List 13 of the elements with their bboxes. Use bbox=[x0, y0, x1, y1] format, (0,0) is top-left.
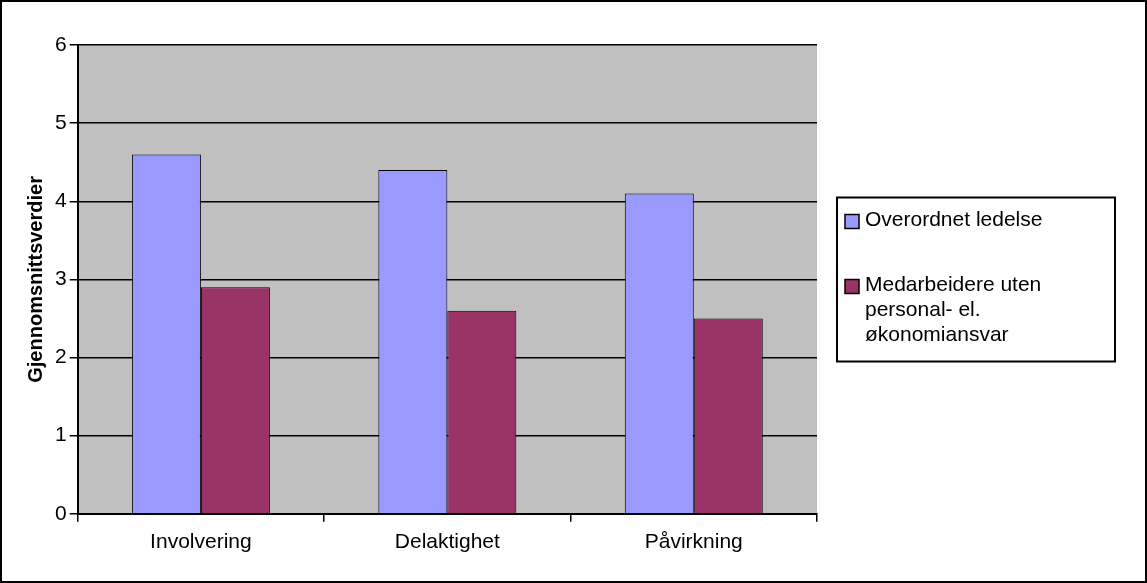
y-axis-title: Gjennomsnittsverdier bbox=[23, 175, 46, 383]
y-tick-label: 2 bbox=[54, 344, 67, 368]
y-tick-label: 3 bbox=[54, 266, 67, 290]
y-tick-label: 6 bbox=[54, 31, 67, 55]
legend-label: Medarbeidere uten personal- el. økonomiansvar bbox=[865, 271, 1042, 345]
x-tick-label: Påvirkning bbox=[644, 529, 743, 553]
x-tick-label: Delaktighet bbox=[394, 529, 501, 553]
y-tick-label: 5 bbox=[54, 109, 67, 133]
y-tick-label: 4 bbox=[54, 188, 67, 212]
legend-label: Overordnet ledelse bbox=[865, 206, 1043, 230]
y-tick-label: 1 bbox=[54, 422, 67, 446]
x-tick-label: Involvering bbox=[150, 529, 252, 553]
y-tick-label: 0 bbox=[54, 500, 67, 524]
